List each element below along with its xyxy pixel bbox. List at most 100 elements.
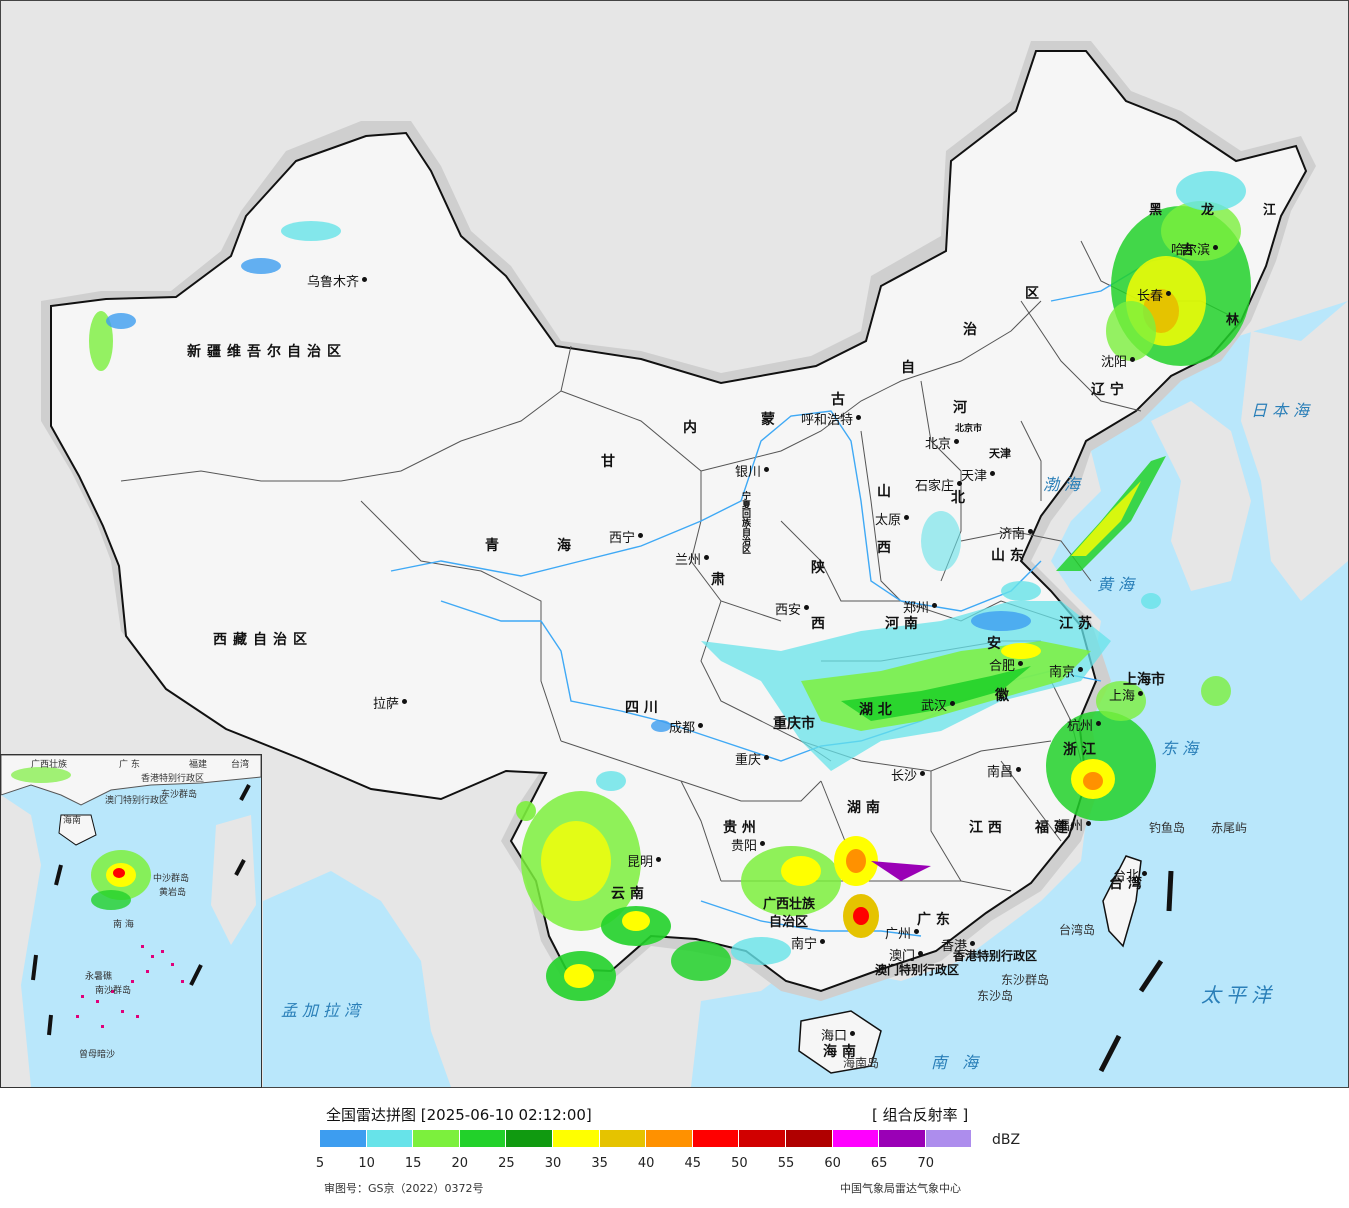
legend-title: 全国雷达拼图 [2025-06-10 02:12:00] — [326, 1106, 592, 1124]
province-liaoning-label: 辽 宁 — [1091, 382, 1124, 398]
city-zhengzhou-dot — [932, 603, 937, 608]
province-xinjiang-label: 新疆维吾尔自治区 — [187, 344, 347, 360]
island-dongsha-dao-label: 东沙岛 — [977, 989, 1014, 1003]
province-guangdong-label: 广 东 — [917, 912, 950, 928]
city-lhasa-dot — [402, 699, 407, 704]
scale-tick-40: 40 — [637, 1156, 655, 1171]
scale-tick-15: 15 — [404, 1156, 422, 1171]
scale-swatch-2 — [413, 1130, 459, 1147]
city-nanning-dot — [820, 939, 825, 944]
scale-tick-30: 30 — [544, 1156, 562, 1171]
province-nm-6-label: 区 — [1025, 286, 1039, 302]
scale-tick-5: 5 — [315, 1156, 325, 1171]
province-chongqing-label: 重庆市 — [773, 716, 815, 732]
city-xian-label: 西安 — [775, 603, 802, 618]
legend-unit: dBZ — [992, 1132, 1021, 1148]
scale-swatch-4 — [506, 1130, 552, 1147]
province-xizang-label: 西藏自治区 — [213, 632, 313, 648]
city-aomen-label: 澳门 — [889, 949, 916, 964]
map-labels: 新疆维吾尔自治区 西藏自治区青海甘肃内蒙古自治区黑龙江吉林辽 宁河北山西陕西河 南… — [1, 1, 1348, 1087]
province-qinghai-2-label: 海 — [557, 538, 571, 554]
city-aomen-dot — [918, 951, 923, 956]
inset-i-yongshu-label: 永暑礁 — [85, 972, 113, 982]
island-dongsha-qundao-label: 东沙群岛 — [1001, 973, 1050, 987]
city-nanchang-label: 南昌 — [987, 765, 1014, 780]
city-haikou-dot — [850, 1031, 855, 1036]
approval-number: 审图号：GS京（2022）0372号 — [324, 1182, 484, 1195]
province-hlj-2-label: 龙 — [1201, 203, 1215, 218]
dash-lines — [1098, 870, 1174, 1073]
city-fuzhou-label: 福州 — [1057, 819, 1084, 834]
korea-land — [1151, 401, 1251, 591]
city-jinan-label: 济南 — [999, 527, 1026, 542]
province-guangxi-1-label: 广西壮族 — [763, 897, 816, 912]
scale-tick-45: 45 — [684, 1156, 702, 1171]
credit-text: 中国气象局雷达气象中心 — [840, 1182, 961, 1195]
island-diaoyu-label: 钓鱼岛 — [1149, 821, 1186, 835]
city-hefei-label: 合肥 — [989, 659, 1016, 674]
scale-swatch-1 — [366, 1130, 413, 1147]
city-lanzhou-dot — [704, 555, 709, 560]
city-xining-dot — [638, 533, 643, 538]
inset-i-hainan-label: 海南 — [63, 816, 82, 826]
south-china-sea-inset[interactable]: 广西壮族 广 东 福建 台湾 香港特别行政区 澳门特别行政区 东沙群岛 海南 中沙群岛 黄岩岛南 … — [0, 754, 262, 1088]
scale-tick-20: 20 — [451, 1156, 469, 1171]
inset-i-nansha-label: 南沙群岛 — [95, 986, 132, 996]
city-nanning-label: 南宁 — [791, 937, 818, 952]
province-jilin-2-label: 林 — [1226, 313, 1240, 328]
scale-swatch-3 — [459, 1130, 506, 1147]
province-shaanxi-1-label: 陕 — [811, 560, 825, 576]
province-anhui-2-label: 徽 — [995, 688, 1009, 704]
scale-tick-35: 35 — [591, 1156, 608, 1171]
scale-swatch-11 — [832, 1130, 879, 1147]
city-wuhan-label: 武汉 — [921, 699, 948, 714]
inset-i-zhongsha-label: 中沙群岛 — [153, 874, 190, 884]
city-shijiazhuang-label: 石家庄 — [915, 479, 955, 494]
city-beijing-dot — [954, 439, 959, 444]
taiwan-land — [1102, 855, 1142, 948]
province-nm-4-label: 自 — [901, 360, 915, 376]
city-chongqing-c-label: 重庆 — [735, 753, 762, 768]
city-yinchuan-label: 银川 — [735, 465, 762, 480]
scale-swatch-13 — [925, 1130, 972, 1147]
province-yunnan-label: 云 南 — [611, 886, 644, 902]
inset-i-zengmu-label: 曾母暗沙 — [79, 1050, 116, 1060]
city-taibei-label: 台北 — [1113, 869, 1140, 884]
province-beijing-city-label: 北京市 — [955, 424, 983, 434]
province-hebei-1-label: 河 — [953, 400, 967, 416]
inset-i-guangxi-label: 广西壮族 — [31, 760, 68, 770]
province-nm-5-label: 治 — [963, 322, 977, 338]
inset-i-fujian-label: 福建 — [189, 760, 208, 770]
city-shanghai-c-label: 上海 — [1109, 689, 1136, 704]
scale-swatch-5 — [553, 1130, 599, 1147]
province-tianjin-label: 天津 — [989, 447, 1011, 460]
city-guiyang-dot — [760, 841, 765, 846]
province-shaanxi-2-label: 西 — [811, 616, 825, 632]
city-taiyuan-dot — [904, 515, 909, 520]
city-urumqi-dot — [362, 277, 367, 282]
product-label: [ 组合反射率 ] — [872, 1106, 969, 1124]
scale-swatch-6 — [599, 1130, 646, 1147]
city-xianggang-label: 香港 — [941, 939, 968, 954]
island-chiwei-label: 赤尾屿 — [1211, 821, 1248, 835]
city-hangzhou-dot — [1096, 721, 1101, 726]
city-hefei-dot — [1018, 661, 1023, 666]
province-shanxi-1-label: 山 — [877, 484, 891, 500]
province-shanxi-2-label: 西 — [877, 540, 891, 556]
yellow-river — [390, 410, 1042, 612]
scale-tick-60: 60 — [824, 1156, 841, 1171]
inset-i-dongsha-label: 东沙群岛 — [161, 790, 198, 800]
province-jilin-1-label: 吉 — [1181, 243, 1195, 258]
sea-pacific-label: 太平洋 — [1201, 983, 1276, 1007]
scale-tick-25: 25 — [498, 1156, 515, 1171]
scale-swatch-7 — [646, 1130, 692, 1147]
city-harbin-label: 哈尔滨 — [1171, 243, 1211, 258]
province-shandong-label: 山 东 — [991, 548, 1024, 564]
province-ningxia-label: 宁夏回族自治区 — [740, 491, 750, 554]
province-nm-3-label: 古 — [831, 392, 845, 408]
scale-swatch-0 — [320, 1130, 366, 1147]
inset-i-hk-label: 香港特别行政区 — [141, 774, 205, 784]
city-guangzhou-label: 广州 — [885, 927, 912, 942]
city-shenyang-dot — [1130, 357, 1135, 362]
island-taiwan-isl-label: 台湾岛 — [1059, 923, 1096, 937]
